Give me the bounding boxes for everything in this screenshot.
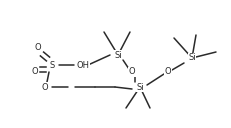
Text: O: O [32, 67, 38, 77]
Text: O: O [42, 83, 48, 92]
Text: Si: Si [136, 83, 144, 92]
Text: S: S [49, 61, 55, 70]
Text: O: O [35, 44, 41, 52]
Text: OH: OH [76, 61, 89, 70]
Text: Si: Si [114, 51, 122, 60]
Text: Si: Si [188, 54, 196, 62]
Text: O: O [165, 67, 171, 77]
Text: O: O [129, 67, 135, 77]
